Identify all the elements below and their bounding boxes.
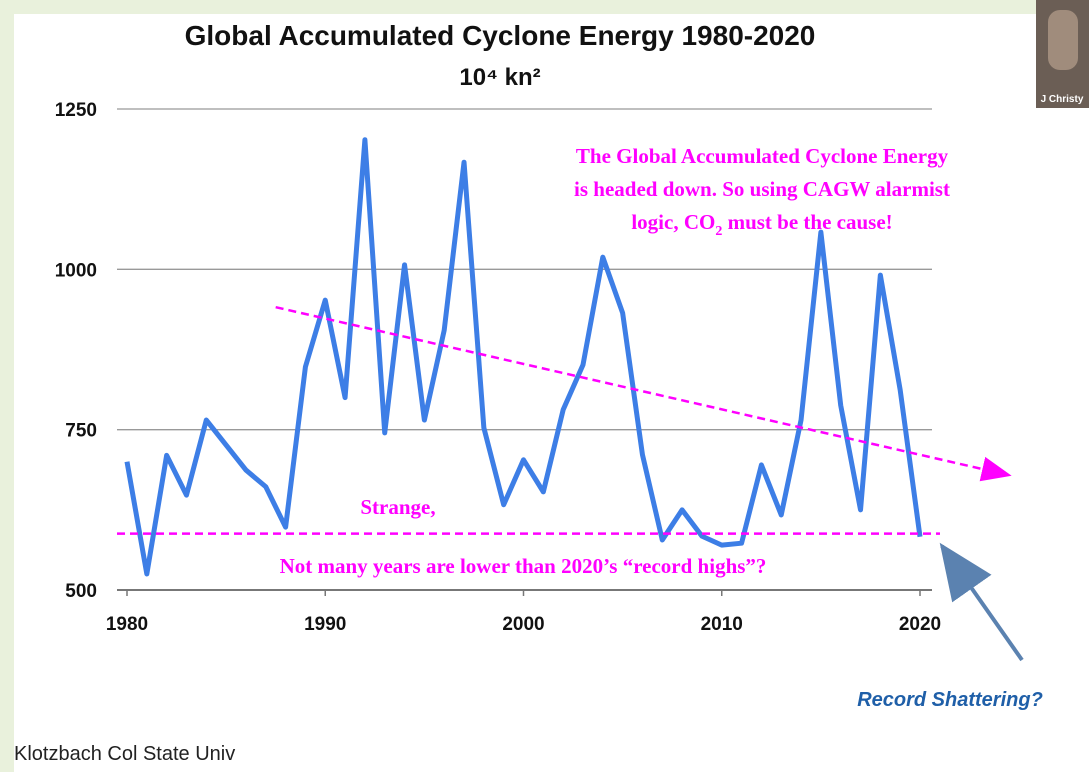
webcam-person (1048, 10, 1078, 70)
webcam-label: J Christy (1041, 94, 1084, 105)
y-tick-label: 500 (65, 581, 97, 602)
annotation: Record Shattering? (857, 689, 1043, 711)
annotation-part: logic, CO (631, 210, 715, 234)
trend-line (275, 305, 1012, 482)
annotation: logic, CO2 must be the cause! (631, 210, 892, 239)
x-tick-label: 2010 (701, 614, 743, 635)
annotation-subscript: 2 (715, 224, 722, 239)
data-line (124, 137, 923, 577)
x-tick-label: 1990 (304, 614, 346, 635)
annotation: Not many years are lower than 2020’s “re… (280, 554, 767, 578)
annotation: is headed down. So using CAGW alarmist (574, 177, 950, 201)
x-tick-label: 2000 (502, 614, 544, 635)
y-tick-label: 750 (65, 421, 97, 442)
chart-subtitle: 10⁴ kn² (459, 64, 540, 91)
callout-arrow (939, 542, 1024, 662)
annotation: The Global Accumulated Cyclone Energy (576, 144, 949, 168)
source: Klotzbach Col State Univ (14, 743, 235, 765)
annotation: Strange, (360, 495, 435, 519)
y-tick-label: 1250 (55, 100, 97, 121)
x-tick-label: 1980 (106, 614, 148, 635)
x-tick-label: 2020 (899, 614, 941, 635)
chart-title: Global Accumulated Cyclone Energy 1980-2… (185, 20, 816, 51)
annotation-part: must be the cause! (722, 210, 892, 234)
slide-body (14, 14, 1089, 772)
y-tick-label: 1000 (55, 260, 97, 281)
